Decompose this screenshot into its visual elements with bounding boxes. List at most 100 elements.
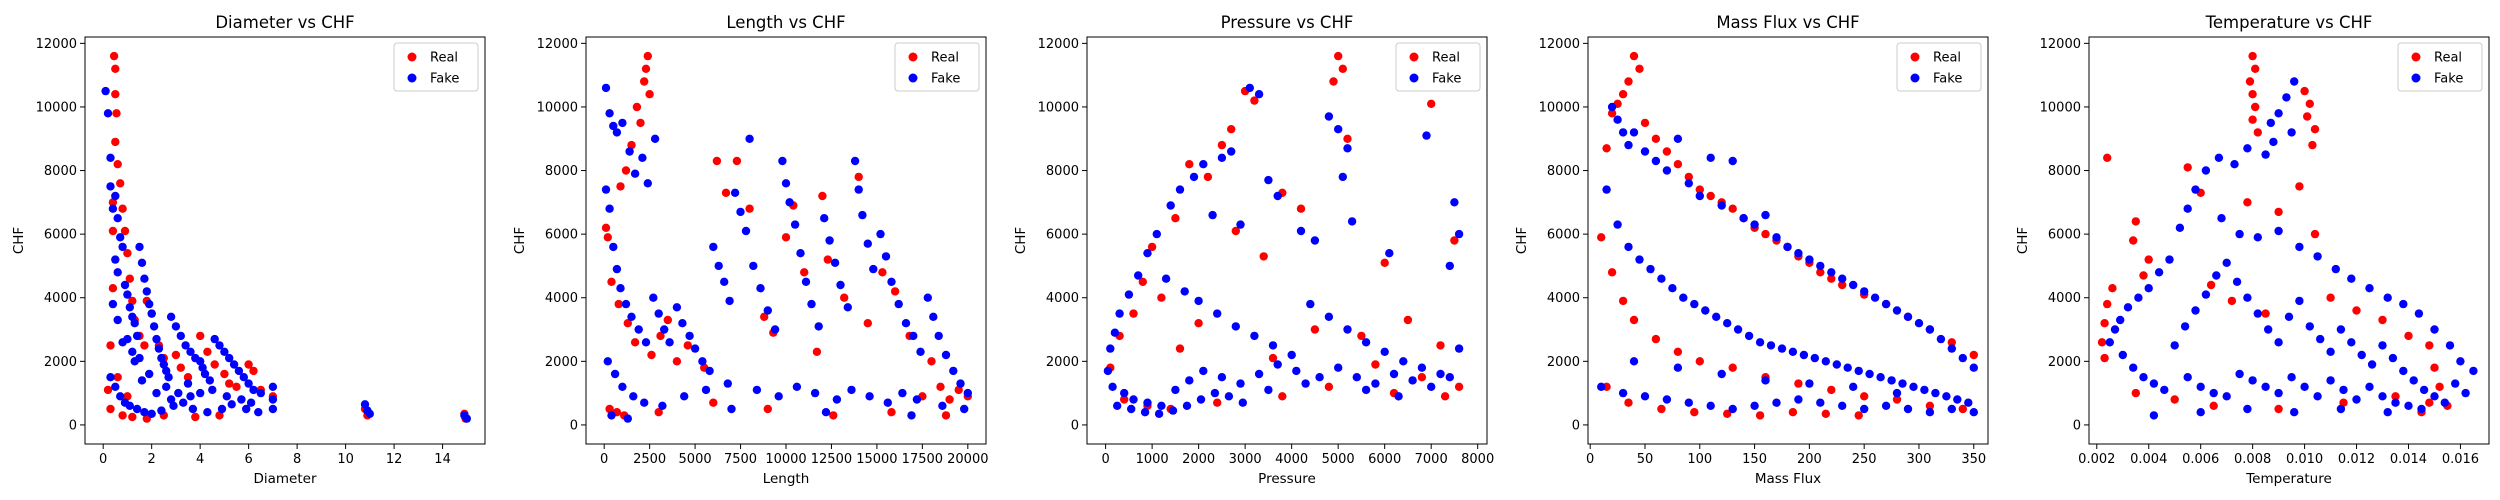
- data-point-fake: [1925, 408, 1935, 417]
- chart-title: Diameter vs CHF: [215, 13, 354, 32]
- data-point-fake: [1728, 404, 1737, 414]
- data-point-fake: [1310, 236, 1320, 245]
- data-point-real: [1854, 411, 1863, 420]
- x-tick-label: 150: [1742, 452, 1767, 467]
- data-point-fake: [1607, 102, 1617, 112]
- data-point-fake: [1733, 325, 1743, 334]
- data-point-fake: [1189, 172, 1199, 182]
- data-point-real: [1607, 268, 1617, 277]
- data-point-fake: [1892, 388, 1902, 398]
- data-point-fake: [1103, 366, 1113, 376]
- data-point-fake: [1213, 309, 1222, 318]
- data-point-fake: [1334, 125, 1343, 134]
- data-points: [2097, 51, 2478, 420]
- data-point-fake: [1157, 401, 1166, 410]
- data-point-fake: [2339, 385, 2348, 395]
- data-point-fake: [137, 376, 147, 385]
- chart-panel-1: 0 2 4 6 8 10 12 14 0 2000 4000 6000 8000 10000 12000 Di…: [11, 13, 486, 487]
- data-point-fake: [723, 379, 732, 388]
- data-point-real: [2305, 99, 2314, 109]
- data-point-real: [2248, 90, 2257, 99]
- data-point-fake: [2414, 309, 2424, 318]
- y-tick-label: 4000: [1046, 291, 1079, 306]
- y-tick-label: 10000: [1038, 100, 1079, 115]
- axes-frame: [1587, 36, 1989, 445]
- data-point-fake: [2290, 77, 2299, 86]
- data-point-fake: [183, 379, 193, 388]
- data-point-fake: [140, 408, 149, 417]
- data-point-fake: [603, 357, 612, 366]
- data-point-fake: [941, 350, 951, 360]
- data-point-fake: [1380, 347, 1389, 356]
- data-point-real: [1816, 268, 1825, 277]
- data-point-real: [1947, 338, 1957, 347]
- data-point-fake: [1668, 284, 1677, 293]
- data-point-fake: [658, 401, 667, 410]
- data-point-fake: [120, 280, 130, 290]
- data-point-fake: [1799, 350, 1809, 360]
- data-point-real: [1417, 373, 1427, 382]
- data-point-fake: [254, 408, 263, 417]
- data-point-fake: [1876, 373, 1885, 382]
- data-point-real: [2248, 115, 2257, 124]
- data-point-fake: [1860, 404, 1869, 414]
- data-point-fake: [2365, 284, 2374, 293]
- data-point-fake: [1113, 401, 1122, 410]
- data-point-fake: [601, 83, 611, 93]
- data-point-fake: [1338, 172, 1348, 182]
- data-point-fake: [1969, 363, 1979, 372]
- data-point-real: [2144, 255, 2153, 264]
- data-point-real: [2274, 404, 2283, 414]
- data-point-fake: [1887, 376, 1896, 385]
- data-point-fake: [2149, 411, 2159, 420]
- data-point-fake: [1124, 290, 1134, 299]
- data-point-real: [2404, 331, 2413, 341]
- data-point-real: [627, 140, 636, 150]
- data-point-fake: [1870, 293, 1880, 302]
- y-tick-label: 4000: [1547, 291, 1580, 306]
- data-point-fake: [1640, 392, 1650, 401]
- data-point-fake: [1264, 385, 1273, 395]
- y-tick-label: 12000: [1539, 37, 1580, 52]
- data-point-fake: [1273, 360, 1282, 369]
- data-point-fake: [2287, 128, 2296, 137]
- data-point-fake: [205, 376, 214, 385]
- chart-panel-2: 0 2500 5000 7500 10000 12500 15000 17500 20000 0 2…: [512, 13, 988, 487]
- data-point-fake: [825, 236, 834, 245]
- legend: Real Fake: [1395, 42, 1481, 92]
- legend-label-fake: Fake: [2434, 72, 2463, 87]
- data-point-fake: [2461, 388, 2470, 398]
- data-point-real: [118, 411, 127, 420]
- data-point-fake: [1695, 191, 1705, 201]
- data-point-fake: [1182, 401, 1192, 410]
- data-point-fake: [778, 156, 787, 166]
- data-point-fake: [1602, 185, 1611, 194]
- data-point-fake: [832, 395, 842, 404]
- data-point-fake: [171, 322, 181, 331]
- data-point-real: [2100, 319, 2109, 328]
- data-point-fake: [1236, 379, 1245, 388]
- y-tick-label: 10000: [36, 100, 77, 115]
- data-point-real: [1440, 392, 1450, 401]
- data-point-real: [112, 109, 121, 118]
- data-point-real: [128, 412, 137, 422]
- data-point-real: [1892, 395, 1902, 404]
- data-point-fake: [2209, 388, 2218, 398]
- data-point-fake: [1843, 363, 1852, 372]
- data-point-fake: [2347, 274, 2356, 283]
- data-point-real: [745, 204, 754, 213]
- x-tick-label: 2000: [1182, 452, 1215, 467]
- data-point-real: [123, 249, 132, 258]
- data-point-fake: [215, 341, 224, 350]
- data-point-fake: [1292, 366, 1301, 376]
- x-tick-label: 0.010: [2286, 452, 2323, 467]
- data-point-fake: [234, 366, 244, 376]
- legend-marker-fake: [1910, 73, 1920, 83]
- data-point-fake: [929, 312, 938, 321]
- data-point-real: [605, 404, 614, 414]
- data-point-real: [621, 166, 631, 175]
- data-point-real: [1607, 109, 1617, 118]
- data-point-fake: [2347, 338, 2356, 347]
- data-point-fake: [1728, 156, 1737, 166]
- y-tick-label: 2000: [1547, 355, 1580, 370]
